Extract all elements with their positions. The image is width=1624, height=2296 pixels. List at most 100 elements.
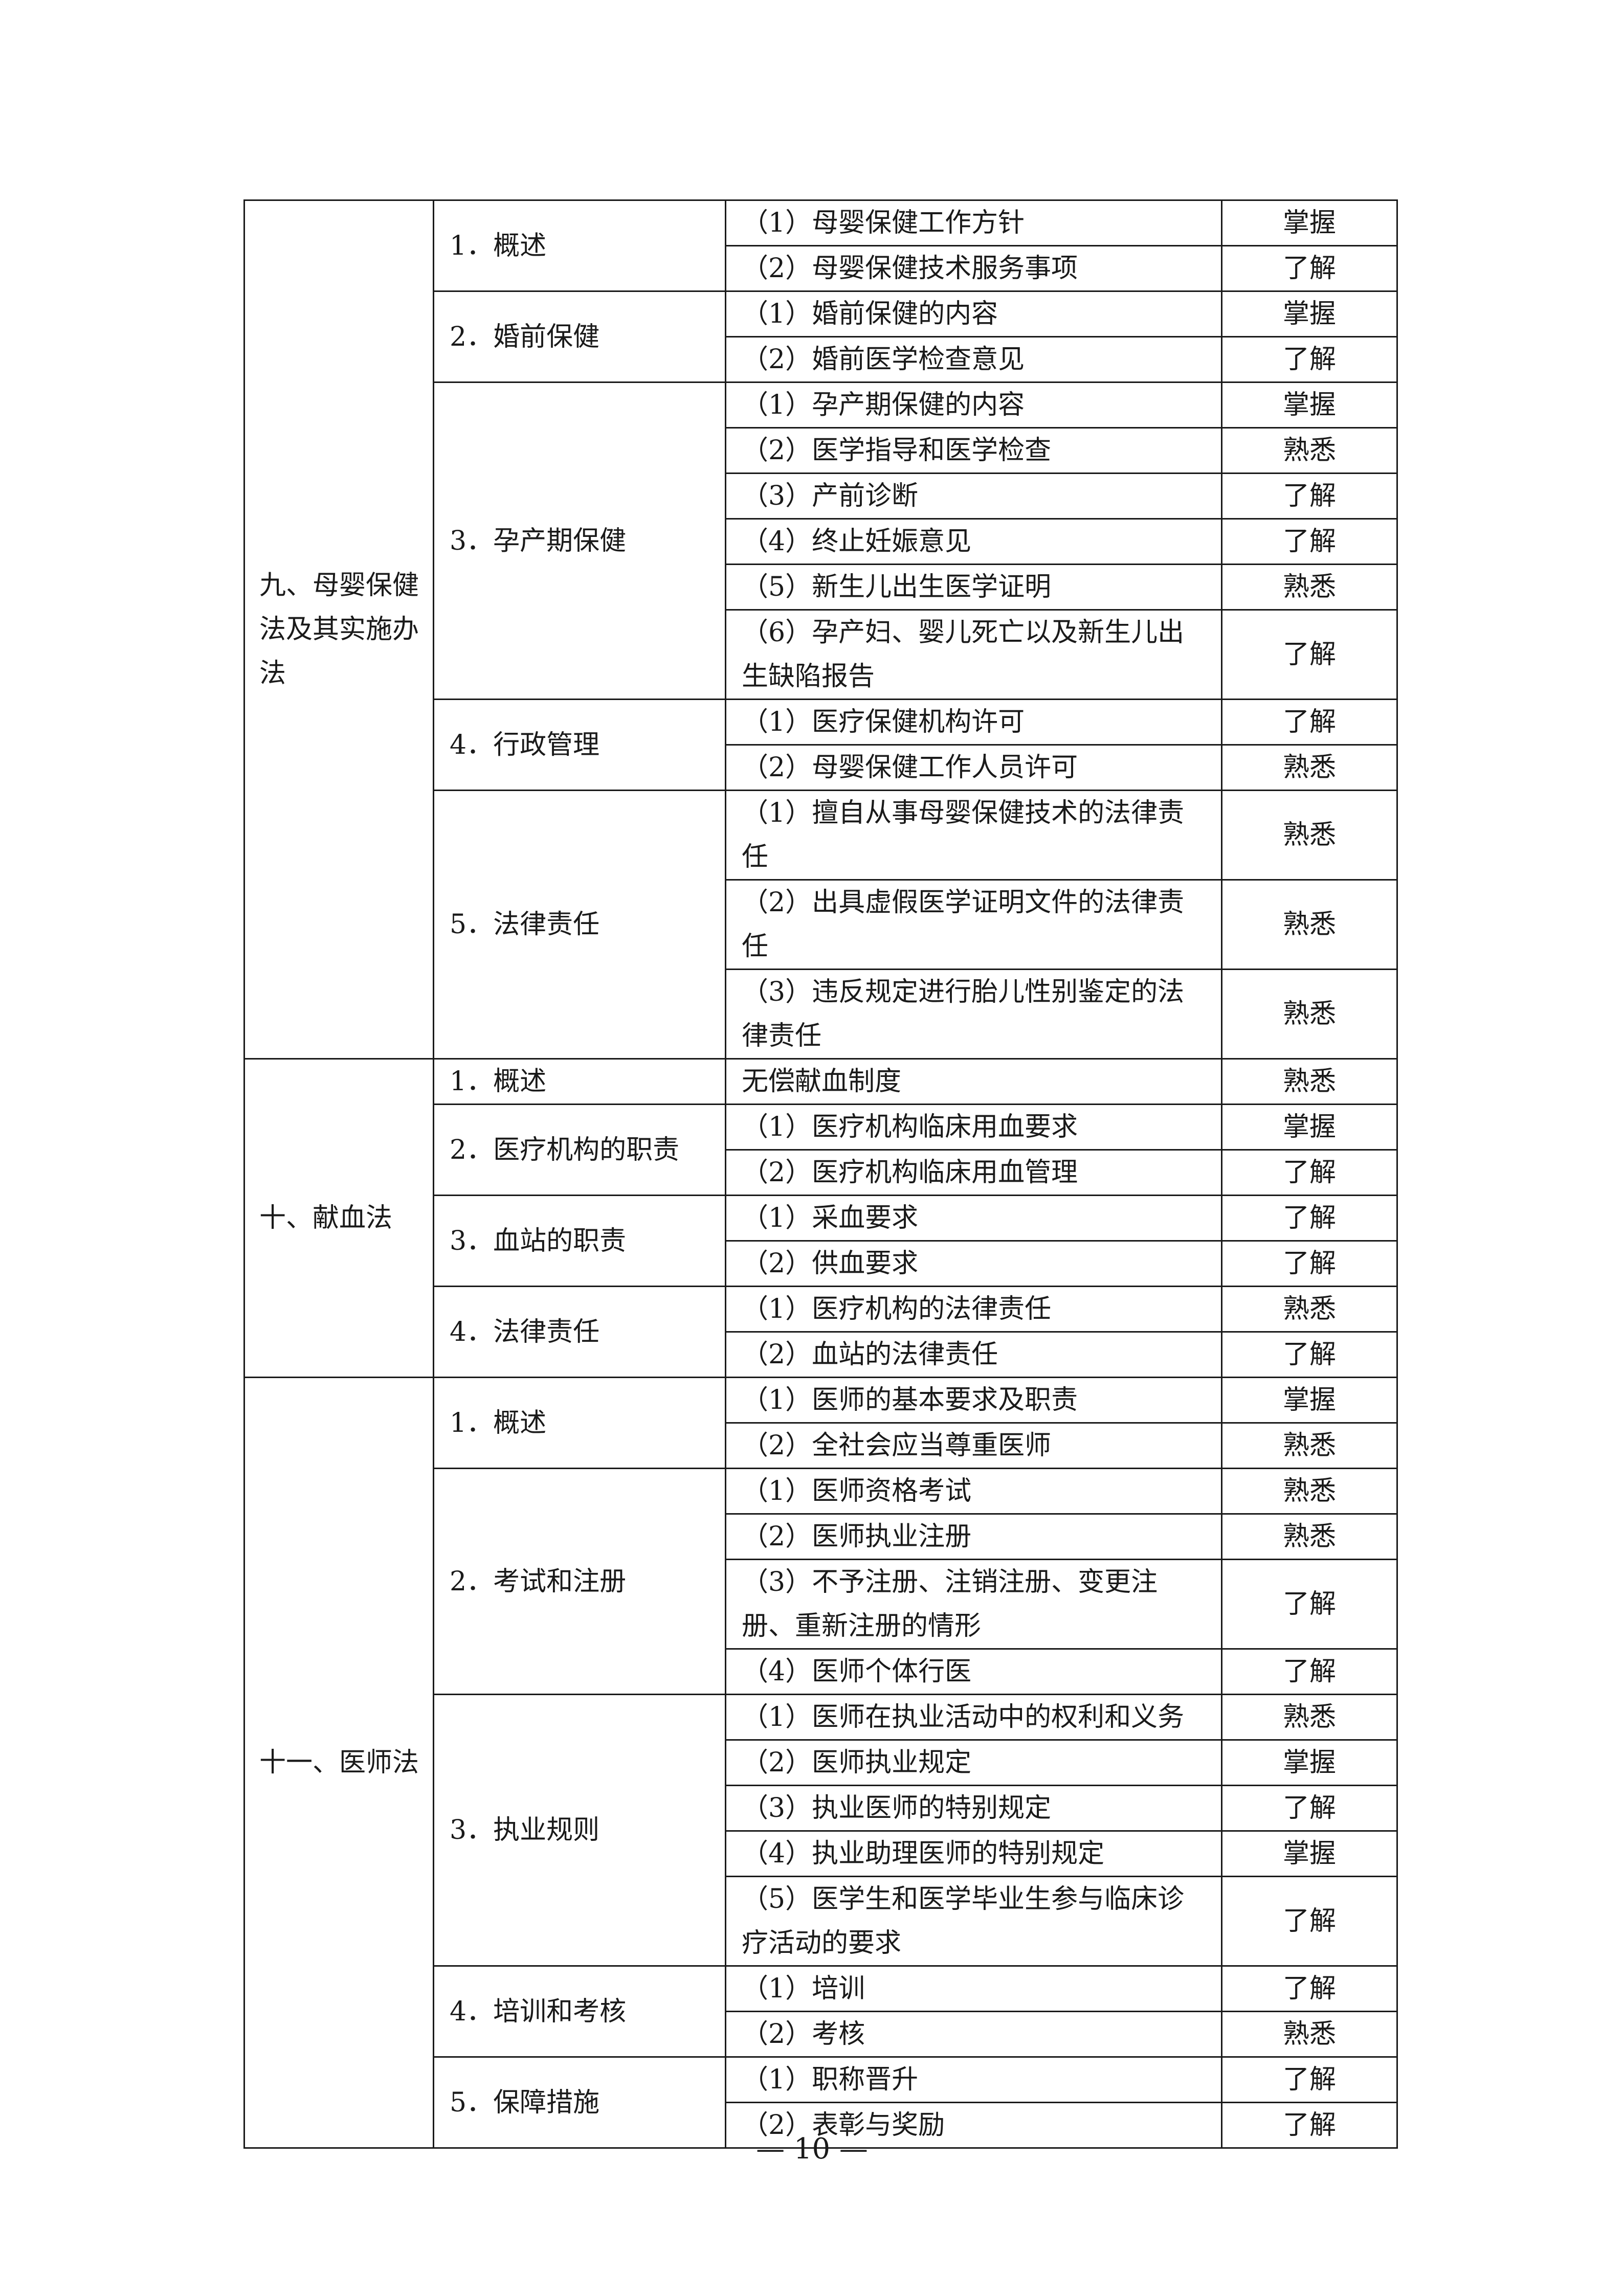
requirement-level: 了解 [1221,1240,1398,1287]
syllabus-body: 九、母婴保健法及其实施办法 1．概述 （1）母婴保健工作方针 掌握 （2）母婴保健技术服… [243,199,1398,2149]
item-text: （4）终止妊娠意见 [725,518,1222,565]
requirement-level: 掌握 [1221,199,1398,246]
requirement-level: 了解 [1221,472,1398,520]
item-text: （1）职称晋升 [725,2056,1222,2103]
table-row: 3．执业规则 （1）医师在执业活动中的权利和义务 熟悉 [244,1694,1398,1967]
table-row: 2．医疗机构的职责 （1）医疗机构临床用血要求 掌握 [244,1104,1398,1196]
requirement-level: 了解 [1221,1195,1398,1242]
requirement-level: 了解 [1221,2056,1398,2103]
requirement-level: 熟悉 [1221,1058,1398,1105]
item-text: （6）孕产妇、婴儿死亡以及新生儿出生缺陷报告 [725,609,1222,700]
table-row: 九、母婴保健法及其实施办法 1．概述 （1）母婴保健工作方针 掌握 [243,199,1398,1060]
requirement-level: 了解 [1221,609,1398,700]
item-text: （1）婚前保健的内容 [725,290,1222,337]
item-text: （5）新生儿出生医学证明 [725,564,1222,611]
requirement-level: 掌握 [1221,290,1398,337]
table-row: 3．血站的职责 （1）采血要求 了解 [244,1195,1398,1287]
topic-title: 1．概述 [433,1058,726,1105]
item-text: （4）执业助理医师的特别规定 [725,1830,1222,1877]
item-text: （1）医疗机构的法律责任 [725,1286,1222,1333]
table-row: （2）血站的法律责任 了解 [244,1331,1398,1378]
requirement-level: 了解 [1221,2102,1398,2149]
table-row: 4．行政管理 （1）医疗保健机构许可 了解 [244,699,1398,791]
section-title: 十、献血法 [243,1058,434,1378]
topic-title: 1．概述 [433,199,726,292]
topic-title: 3．血站的职责 [433,1195,726,1287]
requirement-level: 了解 [1221,1876,1398,1967]
item-text: （3）不予注册、注销注册、变更注册、重新注册的情形 [725,1559,1222,1650]
requirement-level: 掌握 [1221,1377,1398,1424]
topic-title: 5．法律责任 [433,790,726,1060]
table-row: 5．保障措施 （1）职称晋升 了解 [244,2056,1398,2149]
table-row: 2．考试和注册 （1）医师资格考试 熟悉 [244,1468,1398,1695]
item-text: （2）表彰与奖励 [725,2102,1222,2149]
requirement-level: 熟悉 [1221,969,1398,1060]
table-row: （2）考核 熟悉 [244,2011,1398,2058]
requirement-level: 了解 [1221,1648,1398,1695]
table-row: 4．培训和考核 （1）培训 了解 [244,1965,1398,2058]
requirement-level: 了解 [1221,518,1398,565]
requirement-level: 了解 [1221,1559,1398,1650]
item-text: （2）全社会应当尊重医师 [725,1422,1222,1469]
requirement-level: 了解 [1221,1965,1398,2012]
requirement-level: 了解 [1221,699,1398,746]
requirement-level: 了解 [1221,245,1398,292]
requirement-level: 掌握 [1221,1830,1398,1877]
page-number: — 10 — [756,2132,868,2166]
item-text: （2）医疗机构临床用血管理 [725,1149,1222,1196]
table-row: （2）供血要求 了解 [244,1240,1398,1287]
table-row: （4）执业助理医师的特别规定 掌握 [244,1830,1398,1877]
item-text: （1）医师在执业活动中的权利和义务 [725,1694,1222,1741]
table-row: （3）违反规定进行胎儿性别鉴定的法律责任 熟悉 [244,969,1398,1060]
item-text: （1）擅自从事母婴保健技术的法律责任 [725,790,1222,881]
table-row: （3）执业医师的特别规定 了解 [244,1785,1398,1832]
topic-title: 4．行政管理 [433,699,726,791]
requirement-level: 熟悉 [1221,879,1398,970]
item-text: （2）医学指导和医学检查 [725,427,1222,474]
item-text: （2）供血要求 [725,1240,1222,1287]
table-row: （4）终止妊娠意见 了解 [244,518,1398,565]
requirement-level: 了解 [1221,1149,1398,1196]
table-row: （5）医学生和医学毕业生参与临床诊疗活动的要求 了解 [244,1876,1398,1967]
table-row: （2）医学指导和医学检查 熟悉 [244,427,1398,474]
table-row: （2）全社会应当尊重医师 熟悉 [244,1422,1398,1469]
item-text: （2）出具虚假医学证明文件的法律责任 [725,879,1222,970]
item-text: （4）医师个体行医 [725,1648,1222,1695]
table-row: （6）孕产妇、婴儿死亡以及新生儿出生缺陷报告 了解 [244,609,1398,700]
item-text: （1）孕产期保健的内容 [725,381,1222,429]
item-text: （2）血站的法律责任 [725,1331,1222,1378]
item-text: （1）医师的基本要求及职责 [725,1377,1222,1424]
table-row: （3）产前诊断 了解 [244,472,1398,520]
topic-title: 1．概述 [433,1377,726,1469]
table-row: 十一、医师法 1．概述 （1）医师的基本要求及职责 掌握 [243,1377,1398,2149]
topic-title: 3．孕产期保健 [433,381,726,700]
table-row: （2）母婴保健工作人员许可 熟悉 [244,744,1398,791]
item-text: （2）母婴保健工作人员许可 [725,744,1222,791]
topic-title: 4．培训和考核 [433,1965,726,2058]
table-row: （2）表彰与奖励 了解 [244,2102,1398,2149]
table-row: （2）婚前医学检查意见 了解 [244,336,1398,383]
item-text: （3）执业医师的特别规定 [725,1785,1222,1832]
item-text: （2）考核 [725,2011,1222,2058]
requirement-level: 熟悉 [1221,427,1398,474]
item-text: （1）医师资格考试 [725,1468,1222,1515]
item-text: （2）婚前医学检查意见 [725,336,1222,383]
table-row: （2）医疗机构临床用血管理 了解 [244,1149,1398,1196]
item-text: （1）培训 [725,1965,1222,2012]
table-row: （2）母婴保健技术服务事项 了解 [244,245,1398,292]
section-title: 九、母婴保健法及其实施办法 [243,199,434,1060]
table-row: 2．婚前保健 （1）婚前保健的内容 掌握 [244,290,1398,383]
requirement-level: 熟悉 [1221,790,1398,881]
item-text: （3）违反规定进行胎儿性别鉴定的法律责任 [725,969,1222,1060]
table-row: （3）不予注册、注销注册、变更注册、重新注册的情形 了解 [244,1559,1398,1650]
table-row: （2）医师执业规定 掌握 [244,1739,1398,1786]
table-row: （2）出具虚假医学证明文件的法律责任 熟悉 [244,879,1398,970]
table-row: 3．孕产期保健 （1）孕产期保健的内容 掌握 [244,381,1398,700]
item-text: （3）产前诊断 [725,472,1222,520]
requirement-level: 熟悉 [1221,1422,1398,1469]
topic-title: 3．执业规则 [433,1694,726,1967]
requirement-level: 熟悉 [1221,744,1398,791]
item-text: （1）采血要求 [725,1195,1222,1242]
requirement-level: 熟悉 [1221,564,1398,611]
requirement-level: 了解 [1221,1331,1398,1378]
